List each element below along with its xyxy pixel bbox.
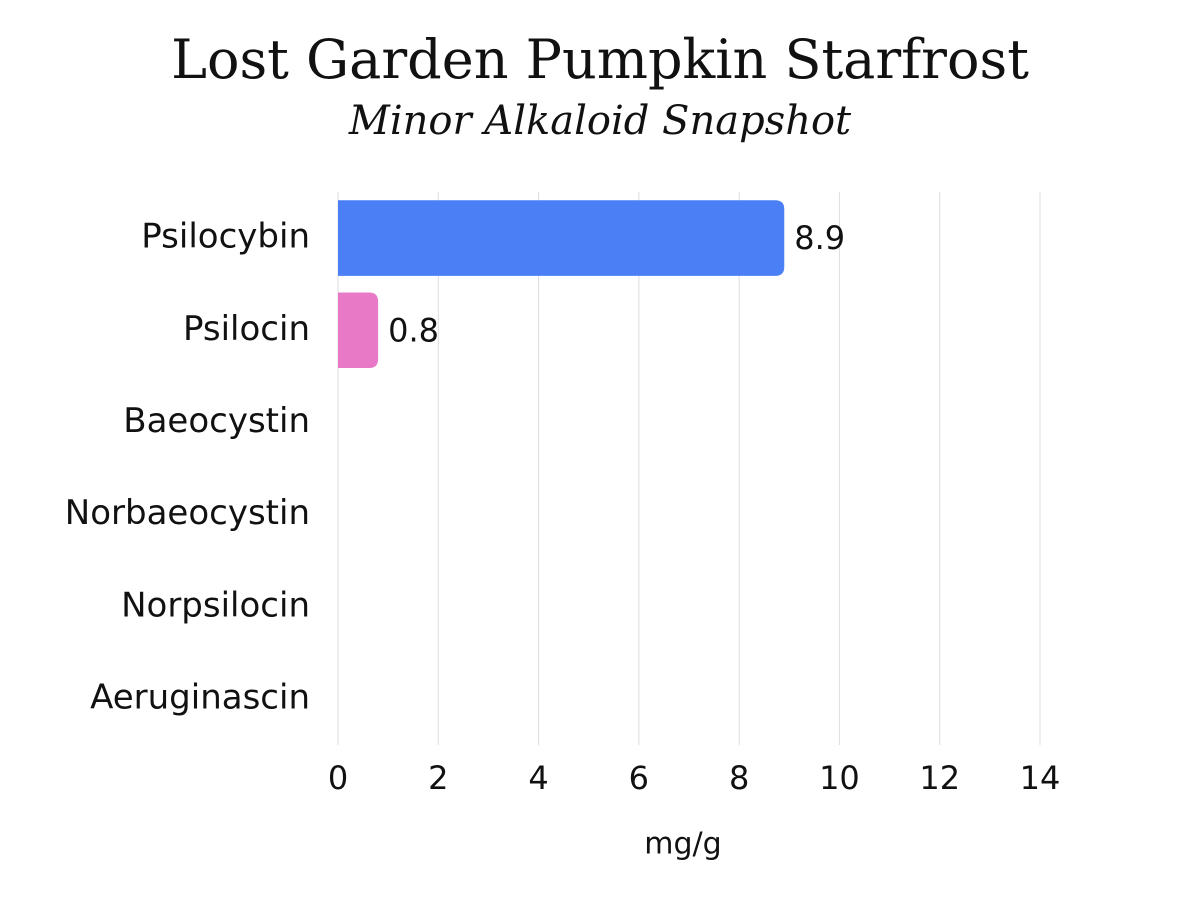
value-label: 0.8 xyxy=(388,311,439,349)
chart-title: Lost Garden Pumpkin Starfrost xyxy=(171,28,1029,91)
chart-subtitle: Minor Alkaloid Snapshot xyxy=(348,98,852,144)
bar xyxy=(338,292,379,369)
x-tick-label: 10 xyxy=(819,759,860,797)
x-tick-label: 4 xyxy=(528,759,548,797)
y-tick-label: Aeruginascin xyxy=(90,677,310,717)
y-tick-label: Norpsilocin xyxy=(121,585,310,625)
y-tick-label: Norbaeocystin xyxy=(65,493,310,533)
x-tick-label: 14 xyxy=(1020,759,1061,797)
x-tick-label: 0 xyxy=(328,759,348,797)
x-tick-label: 8 xyxy=(729,759,749,797)
x-tick-label: 6 xyxy=(629,759,649,797)
x-tick-label: 12 xyxy=(919,759,960,797)
x-tick-label: 2 xyxy=(428,759,448,797)
y-tick-label: Baeocystin xyxy=(123,401,310,441)
value-label: 8.9 xyxy=(794,219,845,257)
bar xyxy=(338,200,785,276)
x-axis-label: mg/g xyxy=(644,827,721,862)
y-tick-label: Psilocybin xyxy=(141,217,310,257)
y-tick-label: Psilocin xyxy=(183,309,310,349)
